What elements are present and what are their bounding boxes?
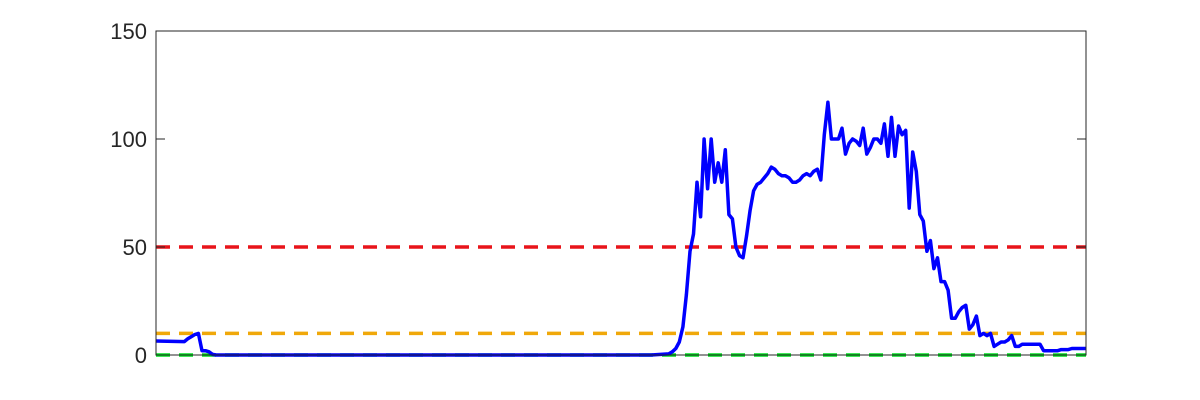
y-tick-label: 0 <box>135 343 147 368</box>
y-tick-label: 150 <box>110 19 147 44</box>
axes-frame <box>155 30 1087 356</box>
plot-area-background <box>156 31 1086 355</box>
y-tick-label: 50 <box>123 235 147 260</box>
y-tick-label: 100 <box>110 127 147 152</box>
y-axis-ticks: 0 50 100 150 <box>110 19 1086 368</box>
